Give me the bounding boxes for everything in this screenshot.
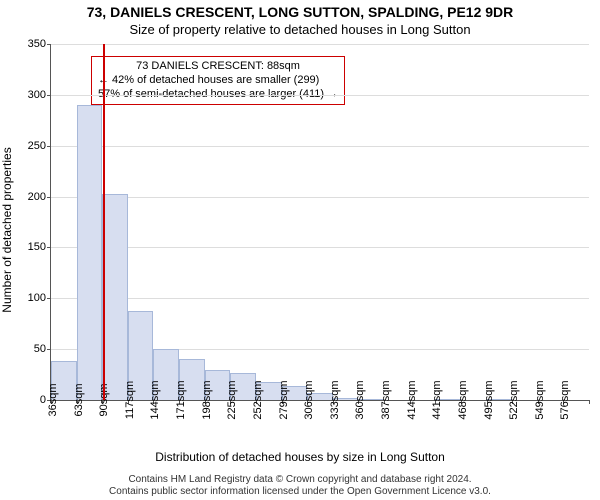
- annotation-line: ← 42% of detached houses are smaller (29…: [98, 74, 338, 88]
- gridline: [51, 247, 589, 248]
- gridline: [51, 146, 589, 147]
- xtick-label: 522sqm: [504, 380, 520, 419]
- footer-line-1: Contains HM Land Registry data © Crown c…: [0, 474, 600, 486]
- xtick-label: 36sqm: [43, 383, 59, 416]
- xtick-label: 333sqm: [325, 380, 341, 419]
- xtick-label: 198sqm: [197, 380, 213, 419]
- xtick-label: 279sqm: [274, 380, 290, 419]
- ytick-label: 100: [28, 292, 51, 304]
- xtick-label: 549sqm: [530, 380, 546, 419]
- property-marker-line: [103, 44, 105, 400]
- xtick-label: 63sqm: [69, 383, 85, 416]
- footer-line-2: Contains public sector information licen…: [0, 486, 600, 498]
- xtick-label: 252sqm: [248, 380, 264, 419]
- xtick-label: 306sqm: [299, 380, 315, 419]
- ytick-label: 50: [34, 343, 51, 355]
- xtick-label: 144sqm: [145, 380, 161, 419]
- ytick-label: 300: [28, 89, 51, 101]
- chart-container: 73, DANIELS CRESCENT, LONG SUTTON, SPALD…: [0, 0, 600, 500]
- ytick-label: 150: [28, 241, 51, 253]
- x-axis-label: Distribution of detached houses by size …: [0, 450, 600, 464]
- ytick-label: 200: [28, 191, 51, 203]
- gridline: [51, 44, 589, 45]
- plot-area: 73 DANIELS CRESCENT: 88sqm← 42% of detac…: [50, 44, 589, 401]
- title-main: 73, DANIELS CRESCENT, LONG SUTTON, SPALD…: [0, 4, 600, 20]
- xtick-label: 225sqm: [222, 380, 238, 419]
- xtick-label: 441sqm: [427, 380, 443, 419]
- xtick-label: 117sqm: [120, 381, 136, 419]
- histogram-bar: [77, 105, 103, 400]
- xtick-mark: [589, 400, 590, 404]
- xtick-label: 495sqm: [479, 380, 495, 419]
- xtick-label: 387sqm: [376, 380, 392, 419]
- xtick-label: 576sqm: [555, 380, 571, 419]
- annotation-line: 73 DANIELS CRESCENT: 88sqm: [98, 60, 338, 74]
- gridline: [51, 95, 589, 96]
- annotation-box: 73 DANIELS CRESCENT: 88sqm← 42% of detac…: [91, 56, 345, 105]
- gridline: [51, 197, 589, 198]
- xtick-label: 171sqm: [171, 380, 187, 419]
- attribution-footer: Contains HM Land Registry data © Crown c…: [0, 474, 600, 498]
- xtick-label: 414sqm: [402, 380, 418, 419]
- gridline: [51, 298, 589, 299]
- y-axis-label: Number of detached properties: [0, 65, 14, 230]
- xtick-label: 468sqm: [453, 380, 469, 419]
- xtick-label: 360sqm: [350, 380, 366, 419]
- histogram-bar: [102, 194, 128, 400]
- ytick-label: 350: [28, 38, 51, 50]
- ytick-label: 250: [28, 140, 51, 152]
- title-sub: Size of property relative to detached ho…: [0, 22, 600, 37]
